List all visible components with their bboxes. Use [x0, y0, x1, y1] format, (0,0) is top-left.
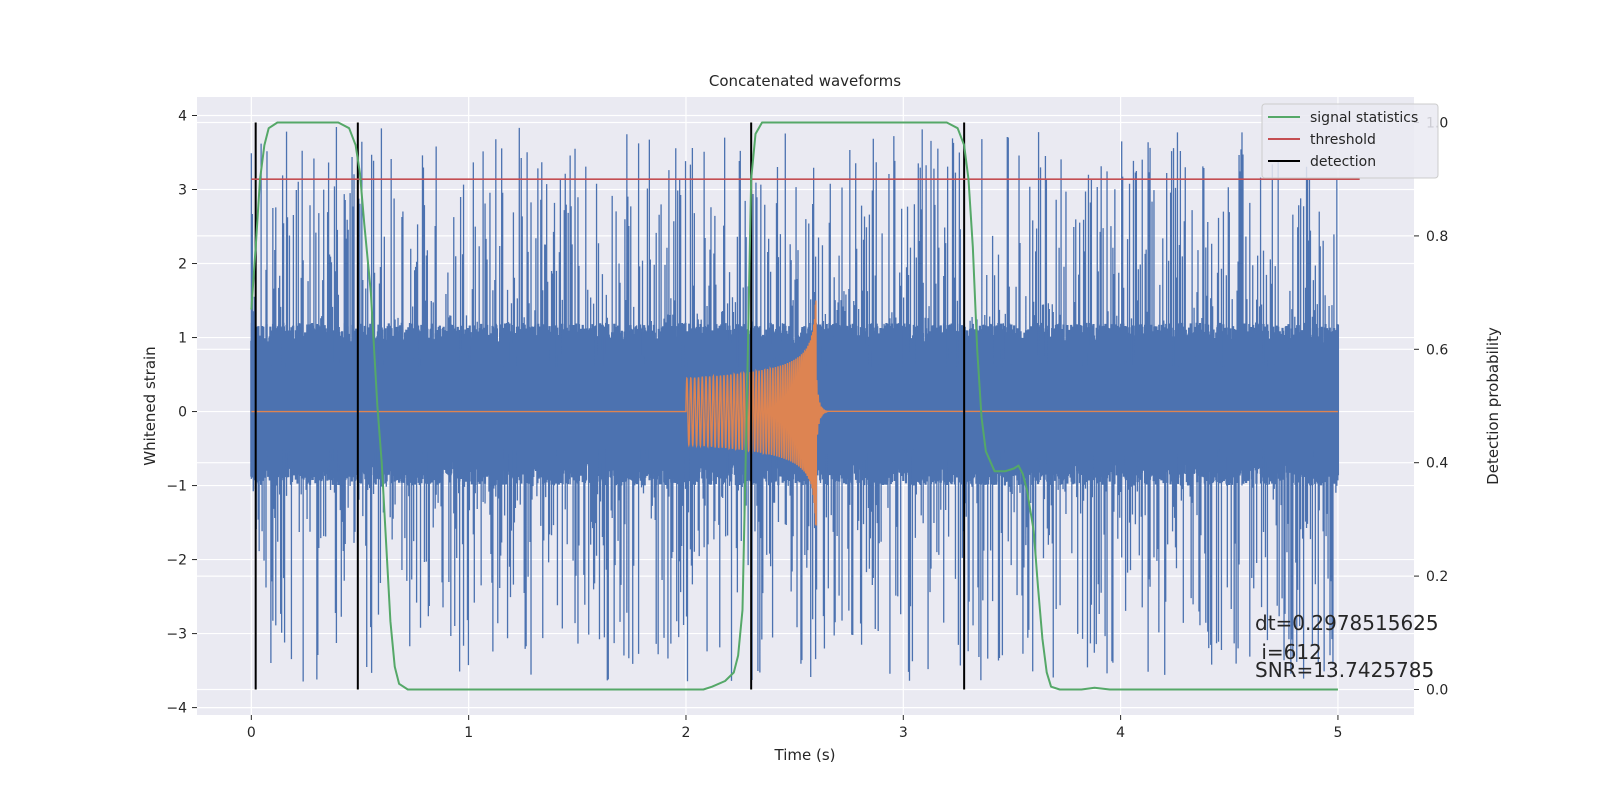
- y-tick-label: −3: [166, 627, 187, 643]
- y2-tick-label: 0.8: [1426, 229, 1448, 245]
- y2-tick-label: 0.0: [1426, 682, 1448, 698]
- x-tick-label: 5: [1333, 725, 1342, 741]
- annotation-dt: dt=0.2978515625: [1255, 611, 1439, 635]
- y-tick-label: 0: [178, 405, 187, 421]
- y-tick-label: 3: [178, 183, 187, 199]
- y-tick-label: 1: [178, 331, 187, 347]
- signal-statistics-group: [250, 121, 1338, 691]
- noise-series: [250, 127, 1340, 682]
- annotation-snr: SNR=13.7425785: [1255, 658, 1434, 682]
- chirp-line: [251, 300, 1338, 526]
- x-tick-label: 0: [247, 725, 256, 741]
- x-tick-label: 3: [899, 725, 908, 741]
- signal-statistics-line: [250, 121, 1338, 691]
- legend-label-signal-statistics: signal statistics: [1310, 110, 1418, 126]
- legend: signal statistics threshold detection: [1261, 103, 1439, 179]
- legend-box: [1261, 103, 1439, 179]
- x-tick-label: 1: [464, 725, 473, 741]
- y-tick-label: −4: [166, 701, 187, 717]
- y2-tick-label: 0.6: [1426, 342, 1448, 358]
- y-tick-label: −1: [166, 479, 187, 495]
- chart-title: Concatenated waveforms: [709, 72, 901, 90]
- x-tick-label: 4: [1116, 725, 1125, 741]
- x-axis-ticks: 0 1 2 3 4 5: [247, 715, 1342, 741]
- y-axis-ticks: −4 −3 −2 −1 0 1 2 3 4: [166, 109, 197, 717]
- annotation-i: i=612: [1255, 640, 1322, 664]
- x-axis-label: Time (s): [774, 746, 836, 764]
- y2-tick-label: 0.4: [1426, 456, 1448, 472]
- y2-axis-label: Detection probability: [1484, 327, 1502, 485]
- legend-label-detection: detection: [1310, 154, 1376, 170]
- legend-label-threshold: threshold: [1310, 132, 1376, 148]
- x-tick-label: 2: [682, 725, 691, 741]
- y-axis-label: Whitened strain: [141, 346, 159, 465]
- y-tick-label: 4: [178, 109, 187, 125]
- y-tick-label: −2: [166, 553, 187, 569]
- y2-tick-label: 0.2: [1426, 569, 1448, 585]
- chirp-series: [251, 300, 1338, 526]
- y-tick-label: 2: [178, 257, 187, 273]
- y2-axis-ticks: 0.00.20.40.60.81.0: [1414, 116, 1448, 698]
